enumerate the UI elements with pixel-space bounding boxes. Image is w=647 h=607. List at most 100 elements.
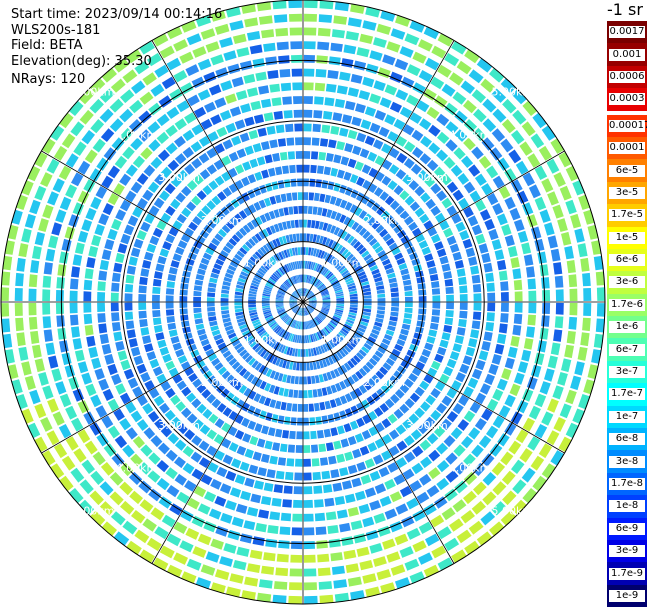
data-bin [102,388,114,401]
data-bin [350,73,363,84]
data-bin [374,245,384,254]
data-bin [277,309,285,314]
data-bin [253,201,262,211]
data-bin [511,89,527,105]
data-bin [509,207,521,221]
range-ring-label: 5.00km [492,86,534,99]
data-bin [310,164,317,174]
data-bin [382,159,393,170]
data-bin [301,260,303,269]
data-bin [492,415,505,429]
data-bin [570,213,582,229]
data-bin [298,260,302,269]
data-bin [390,306,399,312]
data-bin [311,151,319,160]
data-bin [418,355,429,364]
data-bin [293,96,303,105]
data-bin [554,275,564,288]
data-bin [411,367,422,377]
data-bin [240,271,249,277]
data-bin [236,148,247,159]
data-bin [126,540,142,555]
data-bin [120,127,134,142]
data-bin [278,387,285,396]
data-bin [220,512,233,524]
data-bin [313,248,317,257]
data-bin [303,513,314,522]
data-bin [161,76,176,90]
data-bin [394,533,409,546]
data-bin [404,558,420,571]
data-bin [168,267,178,275]
data-bin [169,503,183,516]
data-bin [59,251,69,264]
data-bin [521,467,536,483]
data-bin [482,98,497,113]
legend-swatch: 1.7e-8 [607,472,647,496]
data-bin [53,145,68,161]
data-bin [284,264,290,273]
data-bin [142,72,157,86]
data-bin [211,267,221,275]
data-bin [21,228,32,243]
data-bin [304,13,317,22]
data-bin [144,380,155,391]
data-bin [339,214,347,224]
data-bin [196,403,207,414]
data-bin [132,155,145,168]
data-bin [340,230,348,240]
data-bin [263,112,274,122]
data-bin [264,197,272,207]
data-bin [361,164,372,175]
data-bin [48,355,59,369]
data-bin [568,316,578,330]
data-bin [446,181,459,193]
data-bin [305,321,308,330]
data-bin [207,306,216,312]
data-bin [128,256,138,266]
data-bin [454,110,468,124]
data-bin [225,354,235,363]
data-bin [248,293,257,297]
data-bin [334,335,342,343]
data-bin [240,103,251,114]
data-bin [298,321,301,330]
data-bin [565,422,579,439]
data-bin [70,314,79,326]
data-bin [431,545,447,559]
data-bin [324,97,335,107]
data-bin [69,290,78,302]
data-bin [294,320,298,329]
data-bin [126,329,136,339]
data-bin [318,284,326,291]
data-bin [252,342,260,351]
data-bin [577,346,588,361]
data-bin [197,328,206,336]
data-bin [362,573,377,584]
data-bin [179,302,188,308]
data-bin [519,448,533,463]
data-bin [257,327,265,335]
data-bin [390,292,399,298]
data-bin [523,254,534,266]
data-bin [295,137,303,146]
data-bin [269,139,278,149]
data-bin [222,454,233,465]
data-bin [436,248,447,258]
data-bin [277,268,284,276]
data-bin [315,280,322,288]
data-bin [504,234,515,247]
data-bin [347,435,357,446]
data-bin [420,456,432,469]
data-bin [542,302,551,314]
data-bin [308,304,316,309]
data-bin [452,91,467,105]
data-bin [119,481,133,496]
data-bin [388,277,397,284]
data-bin [511,459,525,474]
data-bin [217,403,227,413]
data-bin [124,311,134,320]
data-bin [176,491,190,504]
data-bin [362,230,371,240]
data-bin [115,209,127,221]
